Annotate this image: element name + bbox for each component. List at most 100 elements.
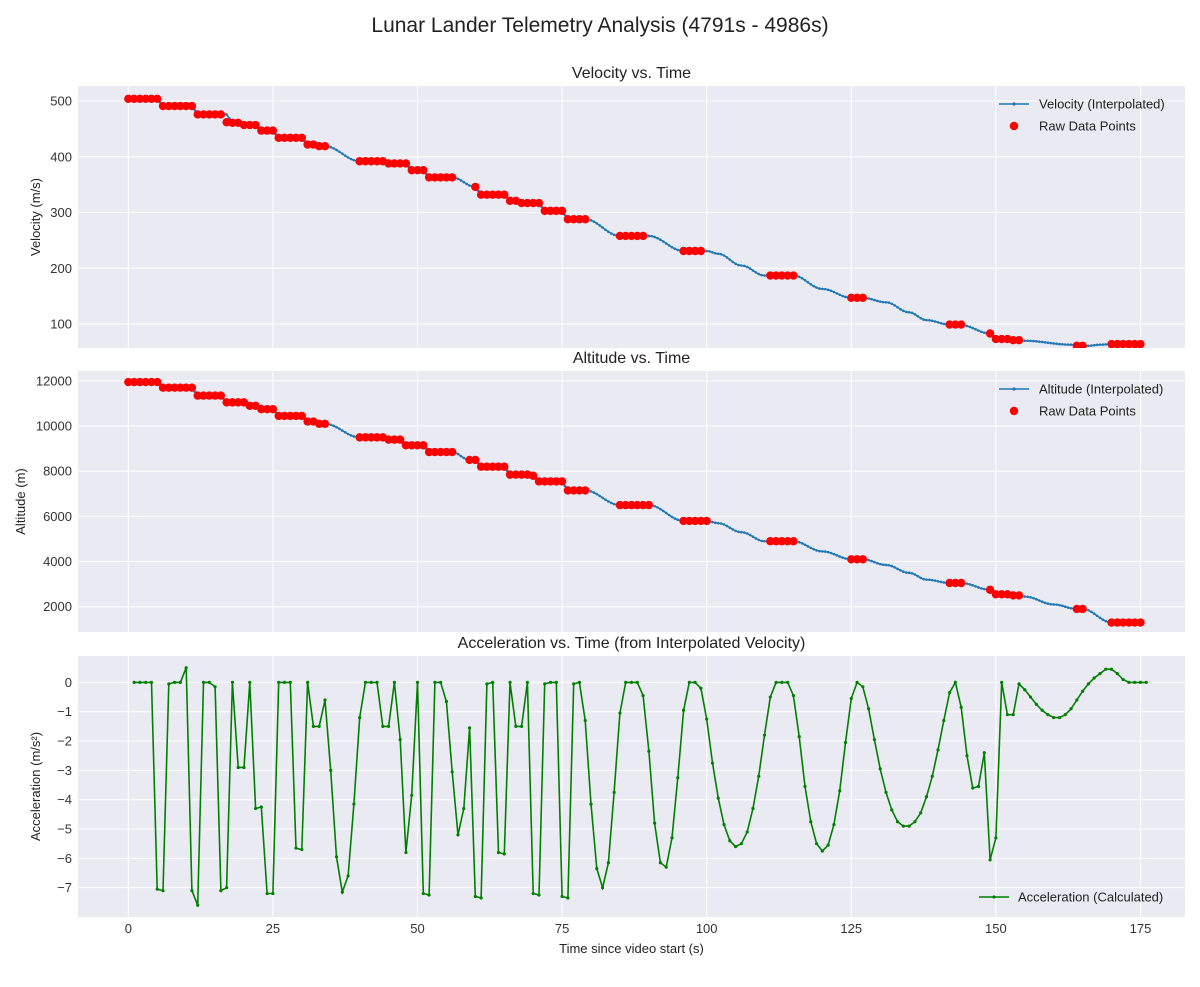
raw-data-point (251, 120, 260, 130)
interpolated-marker (913, 573, 917, 576)
raw-data-point (985, 329, 995, 338)
interpolated-marker (876, 561, 879, 565)
y-tick-label: 4000 (43, 554, 72, 569)
raw-data-point (1078, 604, 1087, 614)
acceleration-marker (473, 894, 477, 899)
raw-data-point (199, 391, 208, 400)
interpolated-marker (598, 224, 601, 227)
acceleration-marker (277, 680, 281, 684)
interpolated-marker (1069, 607, 1073, 610)
raw-data-point (771, 537, 781, 546)
interpolated-marker (728, 526, 732, 529)
raw-data-point (170, 101, 179, 111)
raw-data-point (488, 462, 497, 471)
interpolated-marker (971, 326, 975, 330)
raw-data-point (147, 377, 156, 387)
raw-data-point (372, 433, 382, 442)
acceleration-marker (734, 845, 738, 849)
raw-data-point (384, 435, 393, 444)
acceleration-marker (439, 680, 443, 684)
interpolated-marker (983, 587, 986, 591)
raw-data-point (181, 383, 191, 392)
interpolated-marker (812, 284, 815, 288)
x-tick-label: 125 (840, 921, 862, 936)
acceleration-marker (612, 790, 616, 794)
interpolated-marker (1055, 603, 1058, 606)
raw-data-point (384, 159, 393, 168)
acceleration-marker (589, 802, 593, 806)
acceleration-marker (294, 846, 298, 850)
interpolated-marker (612, 233, 616, 237)
interpolated-marker (904, 571, 908, 574)
interpolated-marker (925, 318, 928, 322)
interpolated-marker (977, 329, 980, 332)
acceleration-marker (398, 737, 402, 742)
raw-data-point (569, 486, 578, 495)
interpolated-marker (925, 578, 928, 581)
raw-data-point (129, 377, 139, 387)
interpolated-marker (737, 263, 740, 267)
raw-data-point (320, 419, 330, 429)
raw-data-point (528, 471, 538, 480)
interpolated-marker (659, 507, 662, 511)
acceleration-marker (352, 802, 356, 806)
acceleration-marker (647, 749, 651, 753)
y-axis-label: Velocity (m/s) (28, 178, 43, 256)
interpolated-marker (748, 267, 752, 270)
interpolated-marker (844, 295, 847, 299)
acceleration-marker (144, 680, 148, 684)
raw-data-point (1072, 604, 1082, 614)
interpolated-marker (797, 540, 801, 544)
acceleration-marker (514, 724, 518, 728)
raw-data-point (401, 159, 411, 168)
interpolated-marker (1052, 342, 1056, 345)
raw-data-point (465, 455, 474, 465)
interpolated-marker (823, 287, 827, 291)
interpolated-marker (459, 179, 463, 182)
raw-data-point (1009, 335, 1018, 345)
interpolated-marker (352, 435, 356, 438)
raw-data-point (575, 486, 584, 495)
raw-data-point (471, 455, 480, 465)
acceleration-marker (930, 774, 934, 778)
interpolated-marker (797, 275, 801, 279)
acceleration-marker (913, 820, 917, 824)
interpolated-marker (598, 494, 601, 498)
interpolated-marker (748, 533, 752, 537)
acceleration-marker (814, 842, 819, 846)
raw-data-point (401, 441, 411, 450)
acceleration-marker (491, 680, 495, 684)
raw-data-point (153, 94, 162, 104)
interpolated-marker (664, 511, 668, 515)
interpolated-marker (832, 552, 836, 556)
raw-data-point (274, 411, 283, 421)
acceleration-marker (282, 680, 287, 684)
interpolated-marker (708, 250, 711, 253)
acceleration-marker (225, 886, 229, 890)
legend-line-marker (1012, 102, 1016, 106)
interpolated-marker (343, 431, 347, 434)
interpolated-marker (563, 484, 567, 488)
interpolated-marker (734, 262, 737, 266)
raw-data-point (627, 231, 636, 241)
raw-data-point (205, 391, 214, 400)
raw-data-point (766, 537, 775, 546)
raw-data-point (164, 101, 174, 111)
raw-data-point (766, 271, 775, 280)
interpolated-marker (349, 434, 353, 437)
raw-data-point (476, 462, 486, 471)
acceleration-marker (190, 889, 194, 893)
interpolated-marker (716, 252, 720, 256)
interpolated-marker (980, 587, 983, 590)
legend-raw-swatch (1009, 121, 1019, 131)
acceleration-marker (1092, 676, 1096, 680)
interpolated-marker (714, 521, 717, 525)
acceleration-marker (843, 740, 848, 745)
raw-data-point (847, 293, 856, 303)
interpolated-marker (942, 581, 946, 584)
interpolated-marker (803, 543, 807, 547)
acceleration-marker (230, 680, 235, 684)
interpolated-marker (1069, 343, 1073, 346)
interpolated-marker (462, 180, 466, 184)
interpolated-marker (887, 563, 891, 567)
